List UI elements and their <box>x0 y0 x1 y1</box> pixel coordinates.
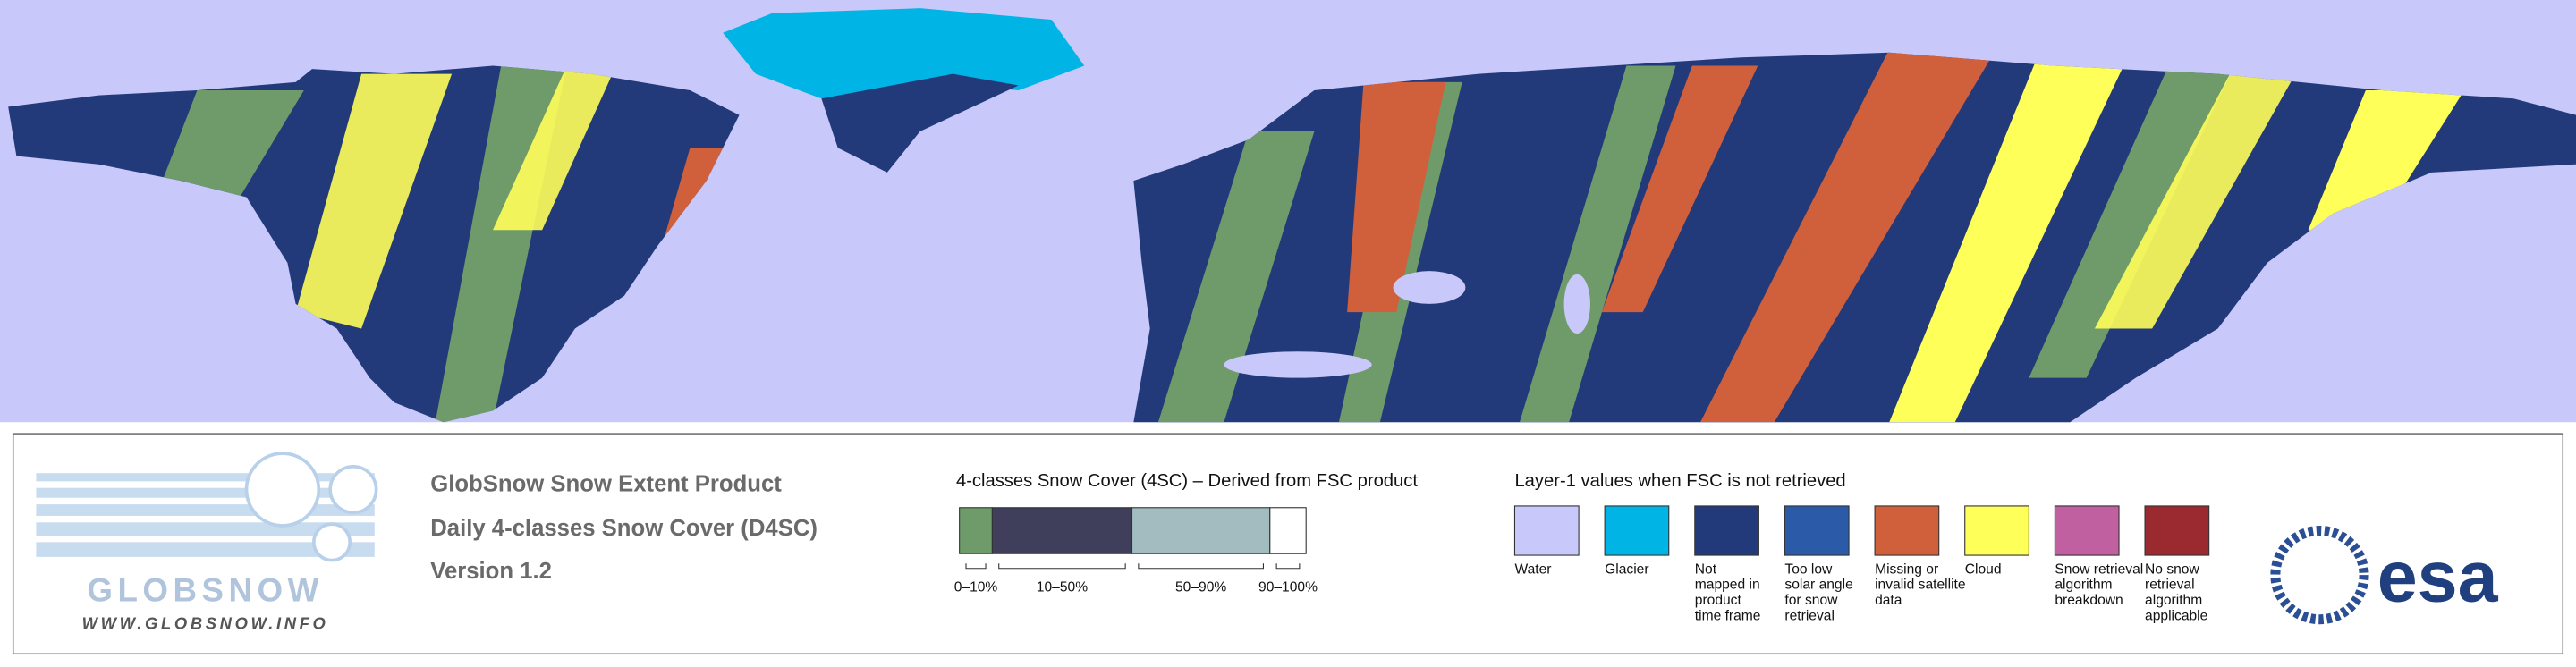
layer-swatch <box>1874 505 1940 556</box>
greenland-glacier <box>723 8 1085 99</box>
layer-swatch <box>2054 505 2120 556</box>
layer-label: Not <box>1695 561 1717 577</box>
class-brace <box>998 563 1126 570</box>
class-swatch <box>1131 507 1271 554</box>
subtitle: Daily 4-classes Snow Cover (D4SC) <box>430 516 818 541</box>
class-label: 50–90% <box>1175 579 1226 595</box>
class-swatch <box>991 507 1133 554</box>
layer-label: data <box>1875 593 1902 608</box>
layer-label: retrieval <box>2145 578 2195 593</box>
layer-label: No snow <box>2145 561 2199 577</box>
class-label: 90–100% <box>1258 579 1318 595</box>
layer-label: Missing or <box>1875 561 1938 577</box>
layer-label: applicable <box>2145 609 2207 624</box>
greenland-land <box>821 73 1019 173</box>
layer-swatch <box>1604 505 1670 556</box>
layer-label: mapped in <box>1695 578 1760 593</box>
class-label: 10–50% <box>1037 579 1088 595</box>
class-swatch <box>1269 507 1307 554</box>
layer-label: time frame <box>1695 609 1761 624</box>
layer-label: product <box>1695 593 1742 608</box>
layer-label: for snow <box>1784 593 1838 608</box>
layer-swatch <box>2144 505 2210 556</box>
layer-label: retrieval <box>1784 609 1835 624</box>
layer-label: Too low <box>1784 561 1833 577</box>
logo <box>36 452 378 562</box>
layer-swatch <box>1513 505 1580 556</box>
map <box>0 0 2576 423</box>
class-brace <box>1138 563 1264 570</box>
layer-label: invalid satellite <box>1875 578 1965 593</box>
title: GlobSnow Snow Extent Product <box>430 471 782 496</box>
layer-label: Cloud <box>1965 561 2002 577</box>
layer-swatch <box>1964 505 2029 556</box>
layer-label: breakdown <box>2055 593 2123 608</box>
logo-url: WWW.GLOBSNOW.INFO <box>82 614 329 633</box>
layer-label: algorithm <box>2145 593 2202 608</box>
layer-label: Water <box>1514 561 1551 577</box>
layer-swatch <box>1784 505 1850 556</box>
layer-label: Snow retrieval <box>2055 561 2143 577</box>
layer-swatch <box>1694 505 1759 556</box>
agency-logo: esa <box>2377 536 2499 617</box>
esa-logo <box>2270 525 2369 625</box>
class-brace <box>965 563 987 570</box>
legend-title: Layer-1 values when FSC is not retrieved <box>1514 471 1845 491</box>
layer-label: solar angle <box>1784 578 1852 593</box>
layer-label: Glacier <box>1605 561 1648 577</box>
logo-text: GLOBSNOW <box>87 571 323 608</box>
class-brace <box>1275 563 1301 570</box>
version: Version 1.2 <box>430 559 552 584</box>
legend-title: 4-classes Snow Cover (4SC) – Derived fro… <box>956 471 1418 491</box>
layer-label: algorithm <box>2055 578 2112 593</box>
class-swatch <box>959 507 993 554</box>
class-label: 0–10% <box>954 579 998 595</box>
